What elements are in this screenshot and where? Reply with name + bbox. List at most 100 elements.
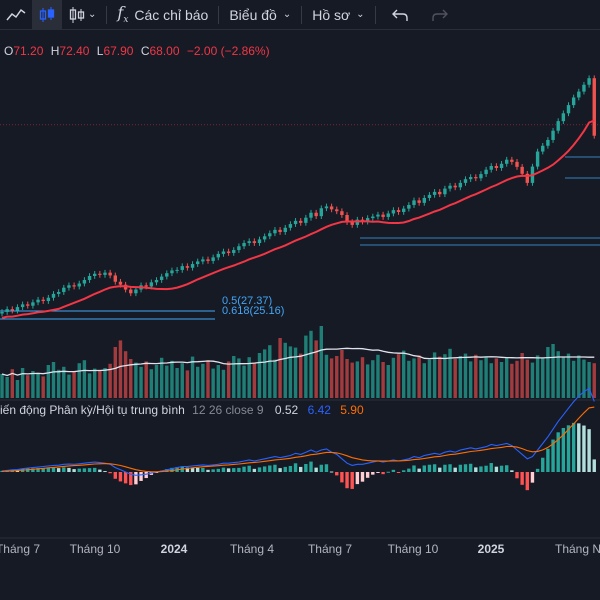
time-axis-label: Tháng 4 (229, 542, 275, 556)
macd-histogram-bar (319, 464, 323, 472)
volume-bar (494, 358, 499, 398)
candle-body (273, 229, 277, 234)
candle-body (165, 273, 169, 277)
macd-histogram-bar (262, 466, 267, 472)
volume-bar (67, 374, 71, 398)
volume-bar (391, 357, 396, 398)
volume-bar (417, 355, 421, 398)
profile-menu-label: Hồ sơ (312, 6, 351, 23)
macd-histogram-bar (391, 469, 396, 472)
candle-body (144, 285, 148, 287)
volume-bar (371, 360, 375, 398)
macd-histogram-bar (474, 467, 478, 472)
chart-menu-button[interactable]: Biểu đồ ⌄ (223, 0, 297, 30)
macd-name: iến động Phân kỳ/Hội tụ trung bình (0, 403, 185, 417)
macd-histogram-bar (371, 472, 375, 475)
macd-histogram-bar (587, 429, 591, 472)
macd-histogram-bar (293, 463, 298, 472)
indicators-button[interactable]: fx Các chỉ báo (111, 0, 214, 30)
macd-histogram-bar (535, 468, 540, 472)
macd-histogram-bar (118, 472, 123, 482)
volume-bar (242, 365, 246, 398)
volume-bar (273, 359, 277, 398)
candle-body (448, 185, 452, 189)
candle-body (154, 279, 159, 283)
macd-histogram-bar (190, 467, 195, 472)
candles-button[interactable] (32, 0, 62, 30)
volume-bar (463, 353, 468, 398)
volume-bar (196, 366, 200, 398)
chevron-down-icon: ⌄ (88, 9, 97, 20)
macd-histogram-bar (278, 468, 282, 472)
macd-histogram-bar (515, 472, 519, 479)
time-axis[interactable]: Tháng 7 Tháng 10 2024 Tháng 4 Tháng 7 Th… (0, 540, 600, 560)
candle-body (26, 304, 30, 306)
volume-bar (15, 380, 20, 398)
candle-body (41, 299, 45, 302)
candle-body (489, 166, 493, 170)
volume-bar (582, 359, 586, 398)
volume-bar (0, 374, 4, 398)
macd-histogram-bar (329, 471, 334, 473)
candle-body (309, 212, 313, 218)
macd-histogram-bar (520, 472, 524, 485)
volume-bar (262, 349, 267, 398)
volume-bar (546, 347, 550, 398)
undo-button[interactable] (380, 0, 420, 30)
macd-histogram-bar (407, 468, 411, 472)
time-axis-label: Tháng 10 (387, 542, 439, 556)
change-value: −2.00 (−2.86%) (186, 44, 270, 58)
candle-body (36, 299, 40, 303)
candle-body (479, 174, 483, 179)
candle-body (252, 241, 257, 244)
time-axis-label: Tháng 7 (0, 542, 41, 556)
time-axis-label: Tháng N (554, 542, 600, 556)
macd-histogram-bar (499, 465, 504, 472)
candle-body (226, 251, 231, 253)
macd-histogram-bar (468, 463, 473, 472)
macd-histogram-bar (556, 432, 560, 472)
volume-bar (422, 363, 426, 398)
volume-bar (206, 360, 210, 398)
volume-bar (216, 365, 220, 398)
macd-histogram-bar (412, 465, 416, 472)
candle-body (247, 241, 251, 244)
profile-menu-button[interactable]: Hồ sơ ⌄ (306, 0, 370, 30)
time-axis-label: 2024 (160, 542, 188, 556)
volume-bar (51, 362, 56, 398)
toolbar-divider (106, 5, 108, 24)
candle-body (232, 250, 236, 253)
volume-bar (31, 371, 35, 398)
volume-bar (525, 359, 529, 398)
macd-histogram-bar (510, 470, 514, 472)
volume-bar (123, 351, 128, 398)
candle-body (505, 159, 509, 164)
line-chart-button[interactable] (0, 0, 32, 30)
toolbar-divider (374, 5, 376, 24)
candle-body (345, 215, 349, 223)
macd-legend[interactable]: iến động Phân kỳ/Hội tụ trung bình 12 26… (0, 403, 364, 417)
volume-bar (41, 376, 45, 398)
candle-body (407, 204, 411, 209)
candle-body (402, 208, 406, 212)
bars-style-button[interactable]: ⌄ (62, 0, 102, 30)
macd-histogram-bar (103, 471, 107, 473)
close-value: 68.00 (149, 44, 180, 58)
candle-body (582, 84, 586, 92)
candle-body (319, 208, 323, 217)
candle-body (371, 216, 375, 219)
candle-body (499, 163, 504, 168)
macd-histogram-bar (242, 466, 246, 472)
macd-histogram-bar (355, 472, 360, 485)
candle-body (206, 259, 210, 261)
macd-histogram-bar (494, 466, 499, 472)
time-axis-label: Tháng 10 (69, 542, 121, 556)
candle-body (391, 210, 396, 214)
redo-button[interactable] (420, 0, 460, 30)
candle-body (350, 222, 354, 225)
candle-body (108, 272, 112, 276)
macd-histogram-bar (108, 472, 112, 474)
price-chart[interactable] (0, 0, 600, 560)
macd-histogram-bar (211, 469, 215, 472)
macd-histogram-bar (268, 465, 272, 472)
